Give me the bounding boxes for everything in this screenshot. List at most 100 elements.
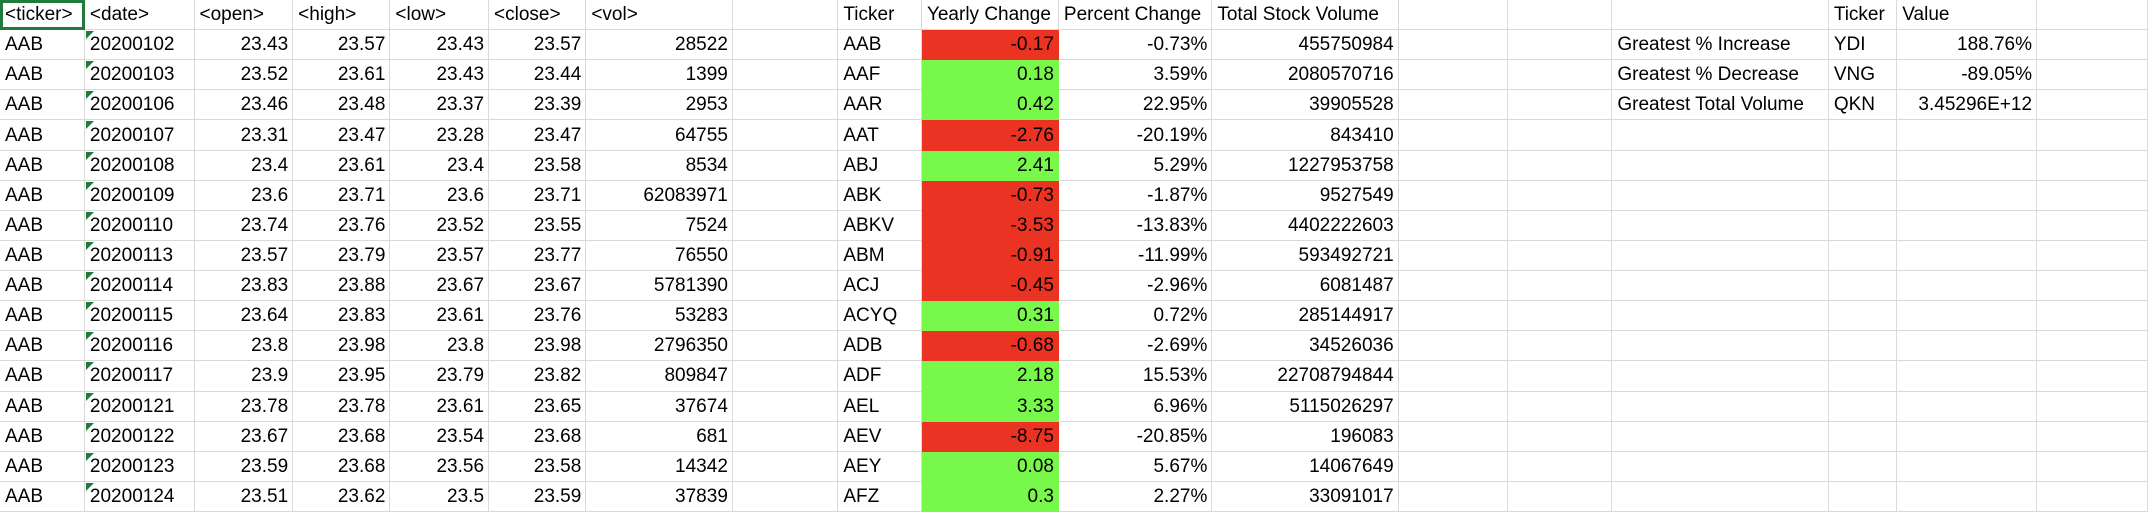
grid-cell <box>1398 180 1509 211</box>
grid-cell <box>732 60 839 91</box>
grid-cell <box>586 331 733 362</box>
stats-cell: 188.76% <box>1957 34 2033 56</box>
ticker-cell: AAB <box>5 34 44 56</box>
number-cell: 23.4 <box>447 154 485 176</box>
grid-cell <box>1612 361 1829 392</box>
stats-header: Value <box>1902 4 1950 26</box>
ticker-cell: AAB <box>5 124 44 146</box>
text-number-flag <box>85 61 94 70</box>
grid-cell <box>0 481 85 512</box>
grid-cell <box>838 210 922 241</box>
grid-cell <box>1398 0 1509 31</box>
grid-cell <box>194 240 294 272</box>
grid-cell <box>194 301 294 332</box>
grid-cell <box>1058 150 1213 181</box>
summary-cell: -2.69% <box>1147 335 1208 357</box>
grid-cell <box>1612 210 1829 241</box>
number-cell: 23.8 <box>447 335 485 357</box>
number-cell: 23.58 <box>533 154 582 176</box>
grid-cell <box>2037 451 2148 482</box>
number-cell: 23.78 <box>240 395 289 417</box>
number-cell: 23.79 <box>436 365 485 387</box>
summary-cell: 34526036 <box>1309 335 1394 357</box>
grid-cell <box>0 30 85 61</box>
grid-cell <box>0 150 85 181</box>
number-cell: 23.4 <box>251 154 289 176</box>
grid-cell <box>838 271 922 302</box>
grid-cell <box>1612 30 1829 61</box>
grid-cell <box>838 421 922 452</box>
grid-cell <box>1398 30 1509 61</box>
grid-cell <box>84 0 195 31</box>
summary-cell: 593492721 <box>1298 244 1394 266</box>
yearly-change-cell: -2.76 <box>921 120 1059 151</box>
grid-cell <box>293 331 391 362</box>
grid-cell <box>1508 481 1613 512</box>
grid-cell <box>84 361 195 392</box>
grid-cell <box>2037 90 2148 121</box>
yearly-change-cell: 0.08 <box>921 451 1059 482</box>
grid-cell <box>1212 240 1399 272</box>
grid-cell <box>1058 120 1213 151</box>
summary-cell: -0.73% <box>1147 34 1208 56</box>
text-number-flag <box>85 31 94 40</box>
grid-cell <box>1212 30 1399 61</box>
grid-cell <box>1897 90 2038 121</box>
grid-cell <box>1508 180 1613 211</box>
grid-cell <box>1508 451 1613 482</box>
yearly-change-cell: 0.3 <box>921 481 1059 512</box>
number-cell: 23.59 <box>533 485 582 507</box>
number-cell: 23.78 <box>337 395 386 417</box>
number-cell: 23.43 <box>436 34 485 56</box>
grid-cell <box>194 180 294 211</box>
grid-cell <box>2037 60 2148 91</box>
stats-cell: Greatest Total Volume <box>1617 94 1804 116</box>
grid-cell <box>586 301 733 332</box>
grid-cell <box>390 271 490 302</box>
grid-cell <box>1828 0 1898 31</box>
grid-cell <box>1212 271 1399 302</box>
grid-cell <box>1058 90 1213 121</box>
grid-cell <box>1212 481 1399 512</box>
grid-cell <box>390 301 490 332</box>
number-cell: 23.43 <box>436 64 485 86</box>
grid-cell <box>390 331 490 362</box>
text-number-flag <box>85 422 94 431</box>
text-number-flag <box>85 181 94 190</box>
date-cell: 20200103 <box>89 64 175 86</box>
number-cell: 23.46 <box>240 94 289 116</box>
grid-cell <box>390 240 490 272</box>
number-cell: 23.58 <box>533 455 582 477</box>
grid-cell <box>838 0 922 31</box>
ticker-cell: AAB <box>5 335 44 357</box>
text-number-flag <box>85 241 94 250</box>
grid-cell <box>390 391 490 422</box>
grid-cell <box>293 120 391 151</box>
grid-cell <box>0 271 85 302</box>
grid-cell <box>1897 240 2038 272</box>
number-cell: 23.61 <box>436 305 485 327</box>
grid-cell <box>1828 180 1898 211</box>
number-cell: 37674 <box>675 395 728 417</box>
number-cell: 23.68 <box>533 425 582 447</box>
stats-cell: -89.05% <box>1961 64 2033 86</box>
grid-cell <box>1398 361 1509 392</box>
ticker-cell: AAB <box>5 305 44 327</box>
number-cell: 2796350 <box>653 335 728 357</box>
number-cell: 2953 <box>685 94 728 116</box>
grid-cell <box>732 391 839 422</box>
grid-cell <box>0 421 85 452</box>
stats-cell: YDI <box>1833 34 1866 56</box>
number-cell: 23.59 <box>240 455 289 477</box>
grid-cell <box>84 421 195 452</box>
ticker-cell: AAB <box>5 214 44 236</box>
grid-cell <box>1398 90 1509 121</box>
grid-cell <box>390 120 490 151</box>
grid-cell <box>1828 120 1898 151</box>
grid-cell <box>838 391 922 422</box>
grid-cell <box>390 361 490 392</box>
grid-cell <box>1508 0 1613 31</box>
grid-cell <box>489 90 587 121</box>
number-cell: 8534 <box>685 154 728 176</box>
grid-cell <box>1398 150 1509 181</box>
